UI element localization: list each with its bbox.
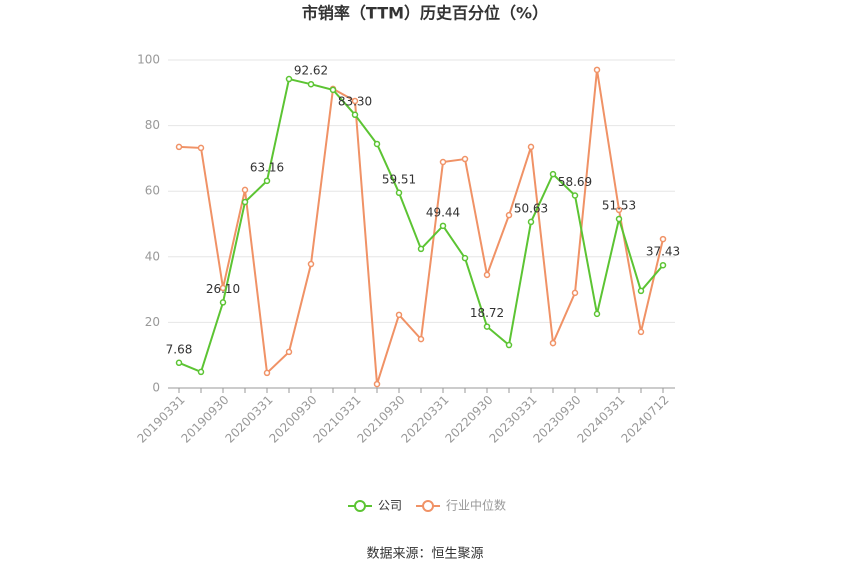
point-marker bbox=[659, 261, 667, 269]
legend-label: 公司 bbox=[378, 499, 402, 513]
point-marker bbox=[527, 218, 535, 226]
point-marker bbox=[483, 323, 491, 330]
point-marker bbox=[395, 189, 403, 197]
point-marker bbox=[307, 80, 315, 88]
point-marker bbox=[637, 287, 645, 295]
point-marker bbox=[351, 97, 359, 105]
data-label: 51.53 bbox=[602, 198, 636, 212]
point-marker bbox=[373, 140, 381, 148]
y-tick-label: 0 bbox=[152, 381, 160, 395]
point-marker bbox=[593, 66, 601, 74]
point-marker bbox=[615, 215, 623, 223]
point-marker bbox=[615, 206, 623, 214]
data-label: 26.10 bbox=[206, 282, 240, 296]
data-label: 83.30 bbox=[338, 94, 372, 108]
point-marker bbox=[219, 299, 227, 306]
legend-label: 行业中位数 bbox=[446, 498, 506, 513]
point-marker bbox=[505, 211, 513, 219]
x-tick-label: 20240712 bbox=[619, 393, 672, 446]
point-marker bbox=[263, 369, 271, 377]
data-label: 18.72 bbox=[470, 306, 504, 320]
point-marker bbox=[637, 328, 645, 336]
data-label: 49.44 bbox=[426, 205, 460, 219]
point-marker bbox=[263, 177, 271, 185]
point-marker bbox=[241, 198, 249, 206]
point-marker bbox=[175, 359, 183, 367]
series-line bbox=[178, 77, 664, 374]
data-label: 58.69 bbox=[558, 175, 592, 189]
point-marker bbox=[527, 143, 535, 151]
y-tick-label: 60 bbox=[145, 184, 160, 198]
point-marker bbox=[659, 235, 667, 243]
data-label: 7.68 bbox=[166, 342, 193, 356]
legend-marker bbox=[422, 500, 435, 512]
point-marker bbox=[505, 341, 513, 349]
point-marker bbox=[351, 111, 359, 119]
source-note: 数据来源：恒生聚源 bbox=[366, 547, 483, 562]
chart-title: 市销率（TTM）历史百分位（%） bbox=[302, 4, 548, 23]
y-tick-label: 100 bbox=[137, 53, 160, 67]
point-marker bbox=[197, 144, 205, 152]
point-marker bbox=[483, 271, 491, 279]
point-marker bbox=[329, 86, 337, 94]
point-marker bbox=[241, 186, 249, 194]
legend-marker bbox=[354, 500, 366, 512]
point-marker bbox=[373, 380, 381, 388]
point-marker bbox=[571, 289, 579, 297]
data-label: 92.62 bbox=[294, 64, 328, 78]
point-marker bbox=[593, 310, 601, 318]
y-tick-label: 20 bbox=[145, 315, 160, 329]
point-marker bbox=[549, 170, 557, 178]
point-marker bbox=[197, 368, 205, 376]
data-label: 37.43 bbox=[646, 245, 680, 259]
point-marker bbox=[285, 75, 293, 83]
y-tick-label: 40 bbox=[145, 249, 160, 263]
point-marker bbox=[285, 348, 293, 356]
data-label: 63.16 bbox=[250, 160, 284, 174]
point-marker bbox=[571, 192, 579, 199]
point-marker bbox=[461, 155, 469, 163]
data-label: 59.51 bbox=[382, 172, 416, 186]
data-label: 50.63 bbox=[514, 201, 548, 215]
point-marker bbox=[461, 254, 469, 262]
point-marker bbox=[417, 335, 425, 343]
point-marker bbox=[417, 245, 425, 253]
point-marker bbox=[439, 158, 447, 166]
point-marker bbox=[307, 260, 315, 268]
point-marker bbox=[395, 311, 403, 319]
point-marker bbox=[439, 222, 447, 230]
point-marker bbox=[175, 143, 183, 151]
point-marker bbox=[549, 339, 557, 347]
y-tick-label: 80 bbox=[145, 118, 160, 132]
